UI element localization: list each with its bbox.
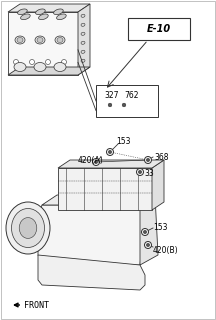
Text: 762: 762 — [124, 91, 138, 100]
Ellipse shape — [81, 23, 85, 26]
Circle shape — [92, 158, 100, 165]
Circle shape — [145, 156, 151, 164]
Polygon shape — [78, 4, 90, 75]
Ellipse shape — [6, 202, 50, 254]
Ellipse shape — [15, 36, 25, 44]
Ellipse shape — [11, 209, 44, 247]
Ellipse shape — [81, 32, 85, 35]
Text: FRONT: FRONT — [24, 300, 49, 309]
Text: 420(A): 420(A) — [78, 156, 104, 164]
Circle shape — [30, 60, 35, 65]
Circle shape — [143, 230, 147, 234]
Circle shape — [13, 60, 19, 65]
Circle shape — [146, 158, 149, 162]
Polygon shape — [58, 160, 164, 168]
Circle shape — [137, 169, 143, 175]
Ellipse shape — [81, 14, 85, 17]
Ellipse shape — [81, 41, 85, 44]
Text: 33: 33 — [144, 170, 154, 179]
Text: 153: 153 — [153, 222, 167, 231]
Circle shape — [108, 150, 112, 154]
Polygon shape — [58, 168, 152, 210]
Circle shape — [141, 228, 149, 236]
Polygon shape — [140, 195, 158, 265]
Circle shape — [106, 101, 114, 109]
Bar — [128, 18, 190, 40]
Ellipse shape — [37, 37, 43, 43]
Circle shape — [145, 242, 151, 249]
Ellipse shape — [39, 14, 48, 20]
Polygon shape — [38, 205, 145, 265]
Ellipse shape — [14, 62, 26, 71]
Ellipse shape — [35, 36, 45, 44]
Text: 153: 153 — [116, 138, 130, 147]
Ellipse shape — [55, 36, 65, 44]
Circle shape — [62, 60, 67, 65]
Ellipse shape — [36, 9, 45, 15]
Ellipse shape — [81, 50, 85, 53]
Text: E-10: E-10 — [147, 24, 171, 34]
Circle shape — [94, 160, 98, 164]
Ellipse shape — [21, 14, 30, 20]
Circle shape — [108, 103, 112, 107]
Ellipse shape — [57, 14, 66, 20]
Text: 368: 368 — [154, 154, 168, 163]
Text: 420(B): 420(B) — [153, 245, 179, 254]
Circle shape — [146, 244, 149, 247]
Polygon shape — [42, 195, 155, 205]
Ellipse shape — [19, 218, 37, 238]
Circle shape — [122, 103, 126, 107]
Ellipse shape — [81, 59, 85, 62]
Polygon shape — [8, 67, 90, 75]
Ellipse shape — [17, 9, 27, 15]
Circle shape — [120, 101, 128, 109]
Polygon shape — [8, 4, 90, 12]
Circle shape — [106, 148, 113, 156]
Ellipse shape — [54, 62, 66, 71]
Ellipse shape — [54, 9, 63, 15]
Text: 327: 327 — [104, 91, 119, 100]
Polygon shape — [8, 12, 78, 75]
Bar — [96, 85, 158, 117]
Circle shape — [46, 60, 51, 65]
Circle shape — [138, 171, 141, 173]
Polygon shape — [152, 160, 164, 210]
Ellipse shape — [57, 37, 63, 43]
Polygon shape — [38, 255, 145, 290]
Ellipse shape — [17, 37, 23, 43]
Ellipse shape — [34, 62, 46, 71]
